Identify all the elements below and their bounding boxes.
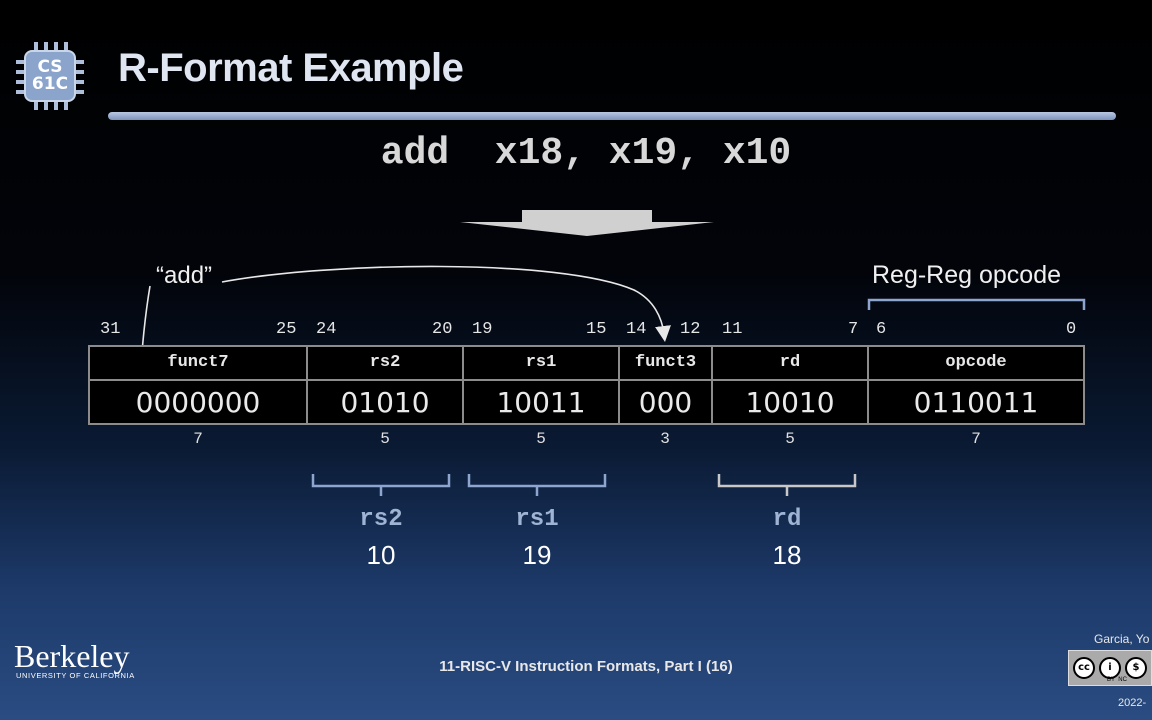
field-width: 3 [660,430,670,448]
field-width: 5 [380,430,390,448]
field-value: 01010 [340,386,430,419]
register-label-rs1: rs1 [515,506,559,533]
field-name: opcode [869,347,1083,381]
register-label-rs2: rs2 [359,506,403,533]
bit-number: 6 [876,320,887,339]
logo-line2: 61C [31,74,69,94]
field-name: rd [713,347,867,381]
field-value: 0110011 [913,386,1039,419]
field-name: funct3 [620,347,711,381]
rd-brace [717,474,857,496]
bit-number: 11 [722,320,743,339]
field-width: 5 [785,430,795,448]
bit-number: 25 [276,320,297,339]
field-rs1: rs1 10011 [462,345,620,425]
logo-line1: CS [37,57,63,77]
rs1-brace [467,474,607,496]
bit-number: 15 [586,320,607,339]
cc-icon: cc [1073,657,1095,679]
field-funct7: funct7 0000000 [88,345,308,425]
author-credit: Garcia, Yo [1094,632,1150,646]
field-value: 0000000 [135,386,261,419]
field-value: 10011 [496,386,586,419]
field-rd: rd 10010 [711,345,869,425]
bit-number: 19 [472,320,493,339]
bit-number: 0 [1066,320,1077,339]
field-width: 7 [971,430,981,448]
field-width: 5 [536,430,546,448]
bit-number: 24 [316,320,337,339]
bit-number: 14 [626,320,647,339]
year-label: 2022- [1118,697,1147,709]
down-arrow-icon [460,222,714,236]
register-number-rd: 18 [772,540,802,570]
instruction-text: add x18, x19, x10 [380,132,792,175]
add-to-funct3-arrow [221,265,671,342]
lecture-footer: 11-RISC-V Instruction Formats, Part I (1… [439,658,733,675]
field-value: 10010 [745,386,835,419]
field-rs2: rs2 01010 [306,345,464,425]
field-name: funct7 [90,347,306,381]
register-number-rs1: 19 [522,540,552,570]
berkeley-logo: Berkeley [14,638,130,674]
field-funct3: funct3 000 [618,345,713,425]
field-opcode: opcode 0110011 [867,345,1085,425]
attribution-icon: i [1099,657,1121,679]
add-label: “add” [156,262,213,289]
title-divider [108,112,1116,120]
register-label-rd: rd [772,506,802,533]
bit-number: 7 [848,320,859,339]
cs61c-logo: CS 61C [14,40,86,112]
slide-title: R-Format Example [118,46,464,90]
field-width: 7 [193,430,203,448]
noncommercial-icon: $ [1125,657,1147,679]
rs2-brace [311,474,451,496]
field-name: rs2 [308,347,462,381]
regreg-opcode-label: Reg-Reg opcode [872,261,1062,289]
bit-number: 20 [432,320,453,339]
bit-number: 12 [680,320,701,339]
creative-commons-badge: cc i $ BY NC [1068,650,1152,686]
bit-number: 31 [100,320,121,339]
field-value: 000 [638,386,693,419]
berkeley-logo-subtitle: UNIVERSITY OF CALIFORNIA [16,671,135,680]
field-name: rs1 [464,347,618,381]
regreg-brace [867,298,1086,310]
register-number-rs2: 10 [366,540,396,570]
license-text: BY NC [1107,677,1127,683]
